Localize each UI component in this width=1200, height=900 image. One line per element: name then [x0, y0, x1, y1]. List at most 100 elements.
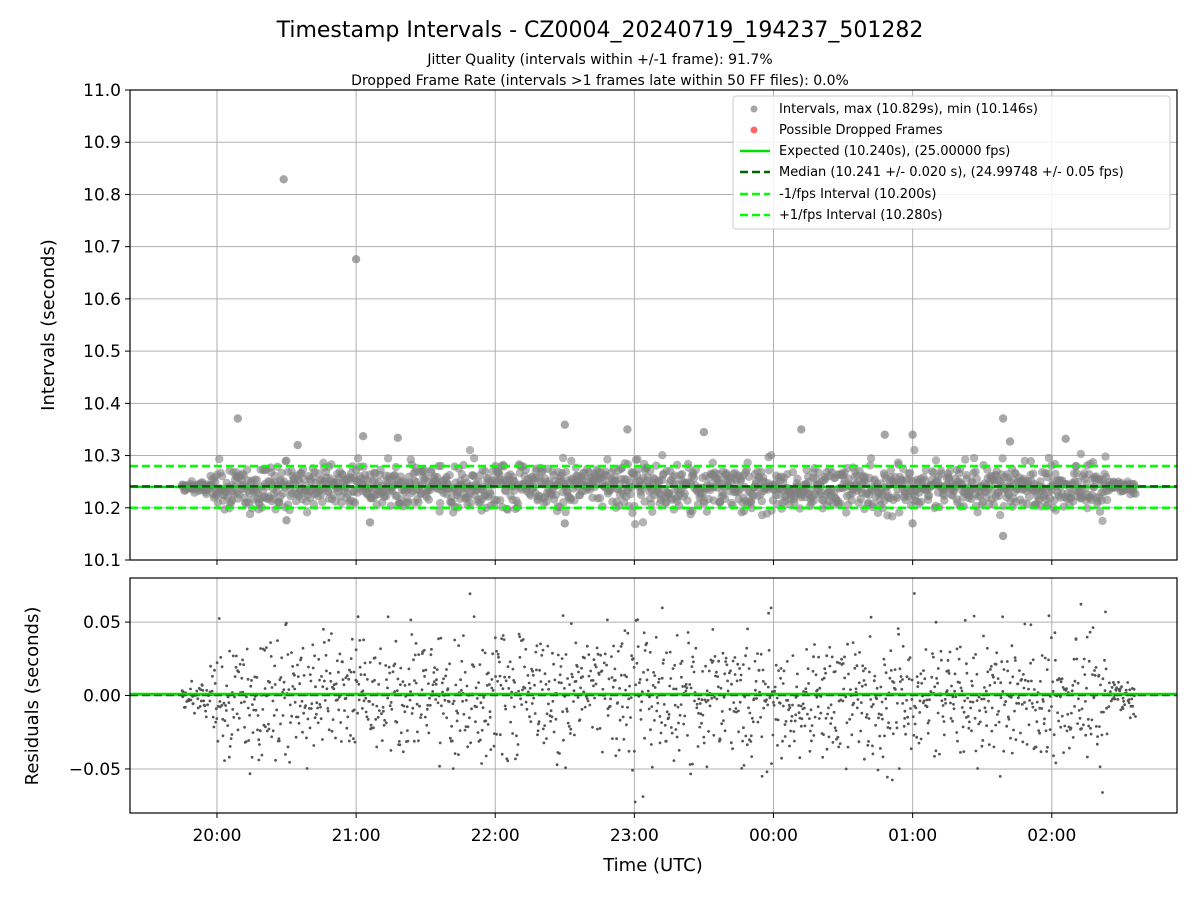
- residual-point: [1050, 636, 1053, 640]
- residual-point: [817, 717, 821, 720]
- residual-point: [238, 662, 242, 666]
- residual-point: [1018, 669, 1021, 672]
- residual-point: [761, 680, 765, 683]
- interval-outlier-point: [998, 531, 1008, 541]
- residual-point: [629, 696, 633, 699]
- residual-point: [875, 697, 879, 701]
- residual-point: [682, 722, 686, 726]
- residual-point: [897, 632, 900, 636]
- residual-point: [565, 707, 569, 711]
- residual-point: [518, 655, 522, 659]
- residual-point: [834, 729, 838, 732]
- residual-point: [890, 778, 894, 782]
- residual-point: [215, 661, 219, 665]
- residual-point: [732, 701, 736, 704]
- residual-point: [221, 717, 225, 721]
- residual-point: [989, 665, 993, 668]
- interval-point: [683, 496, 692, 505]
- residual-point: [760, 735, 764, 739]
- residual-point: [643, 649, 647, 652]
- residual-point: [724, 660, 727, 663]
- residual-point: [450, 739, 454, 743]
- intervals-y-tick-label: 10.6: [83, 290, 121, 310]
- residual-point: [246, 677, 250, 681]
- residual-point: [975, 672, 979, 676]
- residual-point: [765, 770, 769, 774]
- residual-point: [263, 648, 267, 652]
- residual-point: [746, 627, 749, 631]
- residual-point: [373, 678, 376, 682]
- residual-point: [797, 711, 801, 715]
- residual-point: [515, 753, 519, 757]
- residual-point: [1120, 685, 1123, 688]
- residual-point: [536, 733, 539, 737]
- residual-point: [752, 697, 756, 701]
- residual-point: [762, 706, 766, 710]
- residual-point: [840, 657, 843, 661]
- residual-point: [472, 665, 476, 668]
- residual-point: [206, 703, 210, 707]
- residual-point: [566, 721, 570, 725]
- residual-point: [910, 678, 914, 682]
- residual-point: [228, 745, 232, 748]
- residual-point: [267, 727, 271, 731]
- residual-point: [665, 710, 669, 714]
- residual-point: [874, 723, 877, 727]
- residual-point: [936, 667, 940, 670]
- residual-point: [1094, 666, 1098, 669]
- residual-point: [202, 699, 206, 703]
- residual-point: [722, 719, 725, 722]
- residual-point: [260, 753, 264, 757]
- residual-point: [235, 712, 239, 716]
- residual-point: [792, 730, 796, 733]
- residual-point: [513, 681, 516, 684]
- residual-point: [716, 685, 720, 689]
- residual-point: [749, 734, 753, 738]
- interval-point: [892, 493, 902, 503]
- residual-point: [390, 707, 394, 711]
- residual-point: [997, 709, 1000, 713]
- residual-point: [573, 733, 576, 737]
- residual-point: [862, 679, 866, 682]
- residual-point: [995, 651, 999, 655]
- residual-point: [308, 726, 312, 730]
- residual-point: [443, 698, 447, 702]
- interval-point: [350, 498, 360, 508]
- residual-point: [1044, 729, 1048, 733]
- residual-point: [370, 726, 373, 730]
- residual-point: [798, 756, 802, 760]
- interval-point: [337, 498, 346, 507]
- residual-point: [268, 680, 271, 684]
- interval-point: [790, 498, 799, 507]
- residual-point: [975, 699, 979, 702]
- residual-point: [224, 709, 228, 712]
- residual-point: [1095, 742, 1099, 746]
- residual-point: [731, 659, 735, 663]
- residual-point: [508, 660, 512, 664]
- residual-point: [578, 718, 582, 722]
- residual-point: [537, 720, 541, 724]
- residual-point: [288, 760, 291, 764]
- residual-point: [1090, 718, 1094, 722]
- residual-point: [558, 752, 561, 755]
- residual-point: [369, 723, 373, 727]
- interval-point: [878, 504, 888, 513]
- residual-point: [1048, 728, 1052, 731]
- residual-point: [594, 682, 598, 686]
- interval-point: [298, 465, 308, 474]
- interval-point: [972, 474, 982, 483]
- residual-point: [880, 713, 883, 717]
- residual-point: [327, 728, 331, 732]
- residual-point: [635, 661, 639, 665]
- residual-point: [423, 675, 426, 678]
- residual-point: [1118, 687, 1122, 691]
- residual-point: [257, 758, 261, 762]
- residual-point: [489, 748, 493, 751]
- residual-point: [498, 674, 502, 678]
- residual-point: [909, 707, 912, 710]
- residual-point: [208, 699, 212, 703]
- residual-point: [928, 698, 931, 702]
- residual-point: [344, 676, 348, 680]
- residual-point: [617, 748, 621, 752]
- residual-point: [375, 704, 379, 708]
